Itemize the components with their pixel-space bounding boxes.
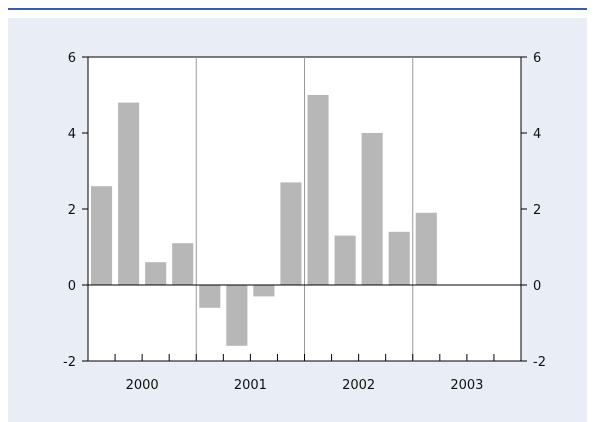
y-tick-label-right: 0 <box>533 279 541 294</box>
bar-2001-q3 <box>253 285 275 297</box>
bar-2001-q1 <box>199 285 221 308</box>
x-axis: 2000 2001 2002 2003 <box>114 354 495 393</box>
y-tick-label-left: 6 <box>68 51 76 66</box>
bar-2000-q4 <box>172 243 194 285</box>
x-tick-label-2003: 2003 <box>450 378 483 393</box>
y-tick-label-left: 0 <box>68 279 76 294</box>
x-tick-label-2002: 2002 <box>342 378 375 393</box>
bar-2000-q2 <box>118 102 140 285</box>
bar-2001-q2 <box>226 285 248 346</box>
y-axis-left: -2 0 2 4 6 <box>63 51 88 370</box>
bars-group <box>90 95 437 346</box>
y-tick-label-left: -2 <box>63 355 76 370</box>
bar-2002-q4 <box>388 231 410 285</box>
bar-2002-q1 <box>307 95 329 285</box>
x-tick-label-2001: 2001 <box>234 378 267 393</box>
bar-2001-q4 <box>280 182 302 285</box>
top-rule <box>8 8 587 10</box>
bar-2000-q1 <box>90 186 113 285</box>
y-tick-label-right: 4 <box>533 127 541 142</box>
y-tick-label-right: 6 <box>533 51 541 66</box>
x-tick-label-2000: 2000 <box>126 378 159 393</box>
y-tick-label-left: 2 <box>68 203 76 218</box>
bar-2002-q3 <box>361 133 383 285</box>
y-tick-label-left: 4 <box>68 127 76 142</box>
bar-2003-q1 <box>415 212 437 285</box>
bar-2002-q2 <box>334 235 356 285</box>
y-tick-label-right: 2 <box>533 203 541 218</box>
bar-2000-q3 <box>145 262 167 285</box>
y-axis-right: -2 0 2 4 6 <box>521 51 546 370</box>
y-tick-label-right: -2 <box>533 355 546 370</box>
year-dividers <box>195 57 414 361</box>
